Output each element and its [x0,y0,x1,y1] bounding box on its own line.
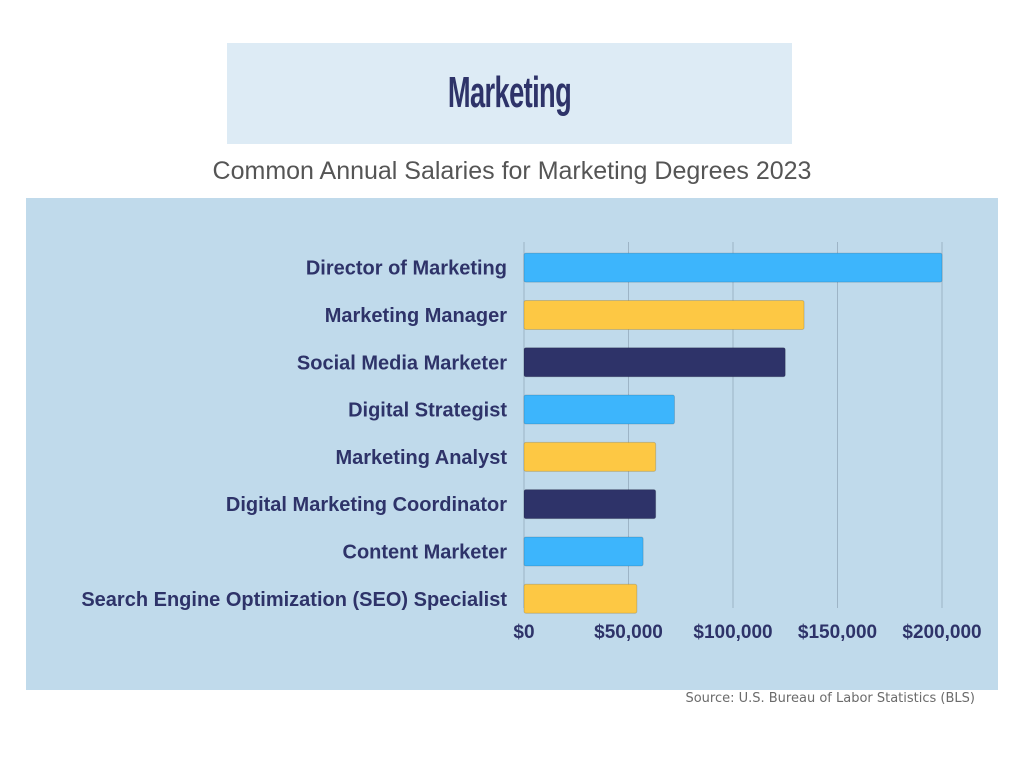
category-label: Digital Strategist [348,400,507,422]
category-label: Search Engine Optimization (SEO) Special… [81,589,507,611]
category-label: Digital Marketing Coordinator [226,494,507,516]
source-note: Source: U.S. Bureau of Labor Statistics … [685,691,975,706]
category-label: Content Marketer [343,541,508,563]
x-tick-label: $0 [513,622,534,643]
bar [523,394,675,425]
bar [523,347,786,378]
bar [523,441,657,472]
x-tick-label: $150,000 [798,622,877,643]
category-label: Marketing Manager [325,305,507,327]
category-label: Director of Marketing [306,258,507,280]
chart-panel: Director of Marketing Marketing Manager So… [26,198,998,690]
page-title: Marketing [447,68,572,117]
title-banner: Marketing [227,43,792,144]
bar [523,299,805,330]
x-tick-label: $100,000 [693,622,772,643]
bar [523,489,657,520]
chart-title: Common Annual Salaries for Marketing Deg… [212,157,812,185]
bar [523,583,638,614]
bar [523,252,943,283]
x-tick-label: $200,000 [902,622,981,643]
x-tick-label: $50,000 [594,622,663,643]
bar [523,536,644,567]
category-label: Marketing Analyst [335,447,507,469]
bar-chart: Director of Marketing Marketing Manager So… [81,242,982,643]
category-label: Social Media Marketer [297,352,507,374]
